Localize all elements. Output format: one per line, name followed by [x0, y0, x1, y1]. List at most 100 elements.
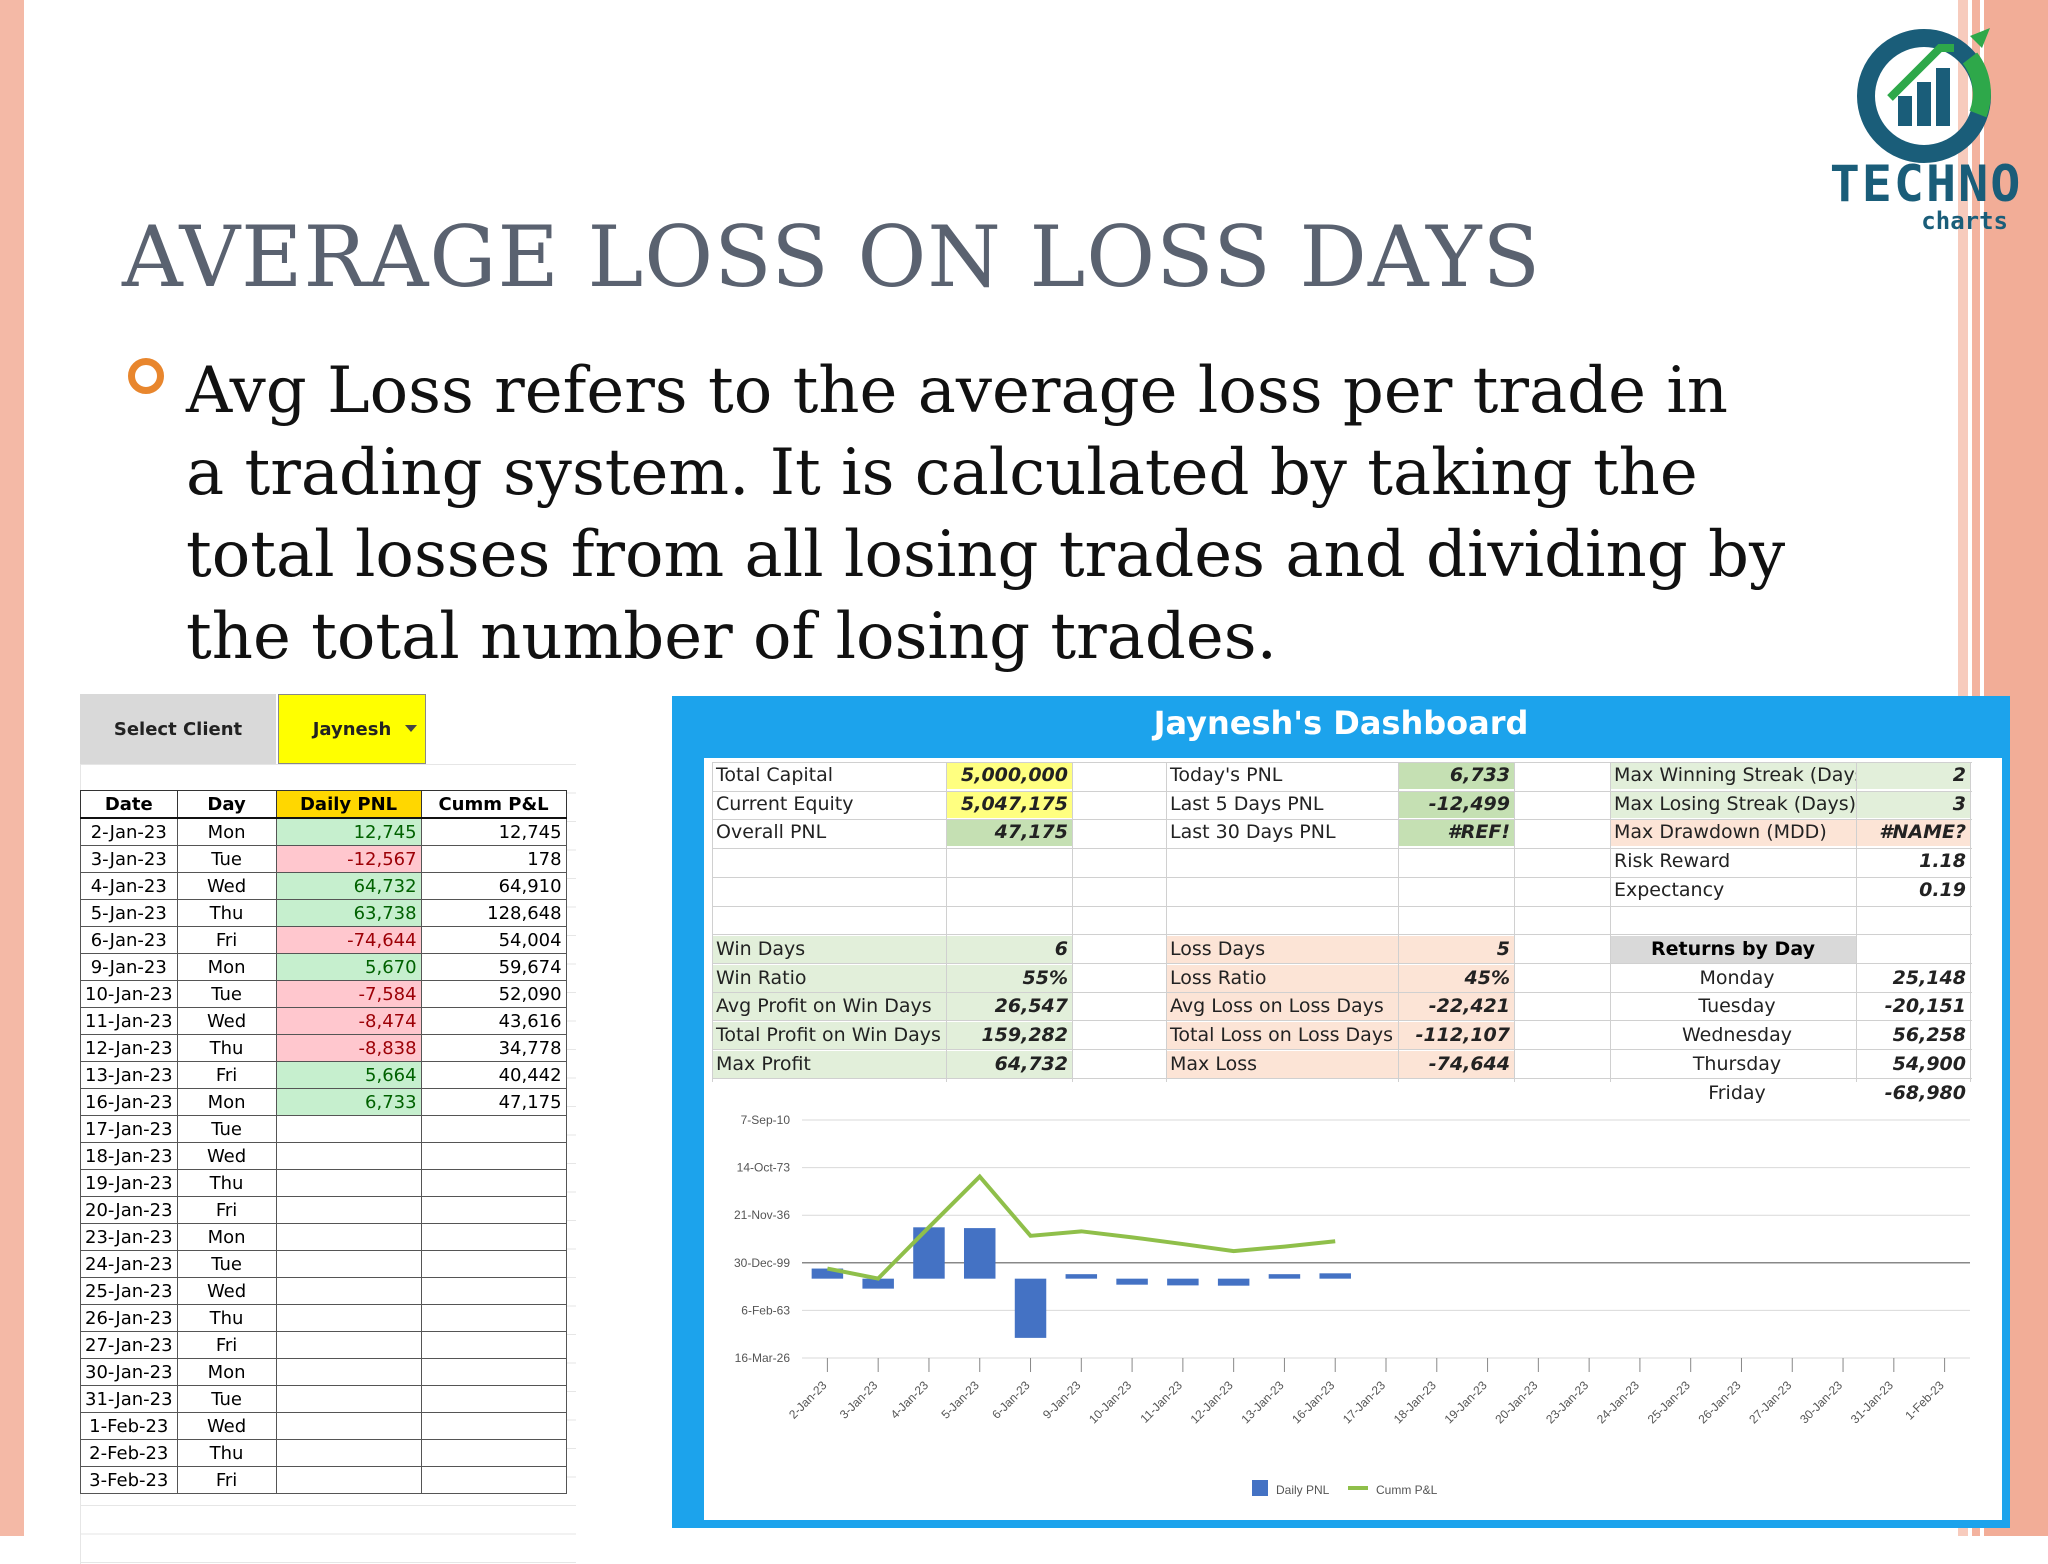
cumm-pnl-cell[interactable]: [420, 1223, 567, 1251]
date-cell[interactable]: 13-Jan-23: [80, 1061, 178, 1089]
day-cell[interactable]: Thu: [176, 1304, 277, 1332]
date-cell[interactable]: 4-Jan-23: [80, 872, 178, 900]
date-cell[interactable]: 3-Jan-23: [80, 845, 178, 873]
day-cell[interactable]: Wed: [176, 1007, 277, 1035]
day-cell[interactable]: Wed: [176, 1142, 277, 1170]
date-cell[interactable]: 6-Jan-23: [80, 926, 178, 954]
daily-pnl-cell[interactable]: [275, 1385, 422, 1413]
date-cell[interactable]: 11-Jan-23: [80, 1007, 178, 1035]
day-cell[interactable]: Tue: [176, 1385, 277, 1413]
daily-pnl-cell[interactable]: [275, 1466, 422, 1494]
daily-pnl-cell[interactable]: [275, 1250, 422, 1278]
day-cell[interactable]: Thu: [176, 899, 277, 927]
cumm-pnl-cell[interactable]: [420, 1142, 567, 1170]
daily-pnl-cell[interactable]: [275, 1223, 422, 1251]
date-cell[interactable]: 12-Jan-23: [80, 1034, 178, 1062]
day-cell[interactable]: Tue: [176, 1250, 277, 1278]
cumm-pnl-cell[interactable]: 12,745: [420, 817, 567, 846]
cumm-pnl-cell[interactable]: 54,004: [420, 926, 567, 954]
day-cell[interactable]: Tue: [176, 1115, 277, 1143]
cumm-pnl-cell[interactable]: [420, 1196, 567, 1224]
date-cell[interactable]: 10-Jan-23: [80, 980, 178, 1008]
daily-pnl-cell[interactable]: 5,670: [275, 953, 422, 981]
date-cell[interactable]: 24-Jan-23: [80, 1250, 178, 1278]
client-dropdown[interactable]: Jaynesh: [278, 694, 426, 764]
cumm-pnl-cell[interactable]: [420, 1358, 567, 1386]
date-cell[interactable]: 26-Jan-23: [80, 1304, 178, 1332]
daily-pnl-cell[interactable]: [275, 1169, 422, 1197]
date-cell[interactable]: 18-Jan-23: [80, 1142, 178, 1170]
daily-pnl-cell[interactable]: [275, 1304, 422, 1332]
daily-pnl-cell[interactable]: 5,664: [275, 1061, 422, 1089]
daily-pnl-cell[interactable]: [275, 1439, 422, 1467]
date-cell[interactable]: 16-Jan-23: [80, 1088, 178, 1116]
cumm-pnl-cell[interactable]: 40,442: [420, 1061, 567, 1089]
cumm-pnl-cell[interactable]: 64,910: [420, 872, 567, 900]
daily-pnl-cell[interactable]: -7,584: [275, 980, 422, 1008]
date-cell[interactable]: 2-Jan-23: [80, 817, 178, 846]
daily-pnl-cell[interactable]: -8,474: [275, 1007, 422, 1035]
date-cell[interactable]: 20-Jan-23: [80, 1196, 178, 1224]
daily-pnl-cell[interactable]: [275, 1358, 422, 1386]
daily-pnl-cell[interactable]: -12,567: [275, 845, 422, 873]
daily-pnl-cell[interactable]: 12,745: [275, 817, 422, 846]
daily-pnl-cell[interactable]: [275, 1142, 422, 1170]
date-cell[interactable]: 19-Jan-23: [80, 1169, 178, 1197]
daily-pnl-cell[interactable]: [275, 1277, 422, 1305]
date-cell[interactable]: 30-Jan-23: [80, 1358, 178, 1386]
date-cell[interactable]: 3-Feb-23: [80, 1466, 178, 1494]
cumm-pnl-cell[interactable]: [420, 1250, 567, 1278]
daily-pnl-cell[interactable]: [275, 1196, 422, 1224]
cumm-pnl-cell[interactable]: 34,778: [420, 1034, 567, 1062]
cumm-pnl-cell[interactable]: 178: [420, 845, 567, 873]
dropdown-arrow-icon[interactable]: [405, 725, 417, 732]
daily-pnl-cell[interactable]: -74,644: [275, 926, 422, 954]
day-cell[interactable]: Mon: [176, 1358, 277, 1386]
day-cell[interactable]: Mon: [176, 817, 277, 846]
day-cell[interactable]: Thu: [176, 1169, 277, 1197]
cumm-pnl-cell[interactable]: [420, 1466, 567, 1494]
cumm-pnl-cell[interactable]: 59,674: [420, 953, 567, 981]
daily-pnl-cell[interactable]: [275, 1331, 422, 1359]
cumm-pnl-cell[interactable]: [420, 1304, 567, 1332]
cumm-pnl-cell[interactable]: [420, 1331, 567, 1359]
daily-pnl-cell[interactable]: -8,838: [275, 1034, 422, 1062]
date-cell[interactable]: 2-Feb-23: [80, 1439, 178, 1467]
day-cell[interactable]: Wed: [176, 1412, 277, 1440]
date-cell[interactable]: 1-Feb-23: [80, 1412, 178, 1440]
daily-pnl-cell[interactable]: 64,732: [275, 872, 422, 900]
date-cell[interactable]: 25-Jan-23: [80, 1277, 178, 1305]
date-cell[interactable]: 31-Jan-23: [80, 1385, 178, 1413]
cumm-pnl-cell[interactable]: [420, 1277, 567, 1305]
cumm-pnl-cell[interactable]: [420, 1169, 567, 1197]
cumm-pnl-cell[interactable]: 43,616: [420, 1007, 567, 1035]
date-cell[interactable]: 9-Jan-23: [80, 953, 178, 981]
day-cell[interactable]: Fri: [176, 926, 277, 954]
day-cell[interactable]: Wed: [176, 872, 277, 900]
cumm-pnl-cell[interactable]: [420, 1439, 567, 1467]
daily-pnl-cell[interactable]: [275, 1412, 422, 1440]
date-cell[interactable]: 17-Jan-23: [80, 1115, 178, 1143]
cumm-pnl-cell[interactable]: 52,090: [420, 980, 567, 1008]
day-cell[interactable]: Mon: [176, 1223, 277, 1251]
date-cell[interactable]: 27-Jan-23: [80, 1331, 178, 1359]
cumm-pnl-cell[interactable]: 47,175: [420, 1088, 567, 1116]
date-cell[interactable]: 23-Jan-23: [80, 1223, 178, 1251]
cumm-pnl-cell[interactable]: [420, 1115, 567, 1143]
day-cell[interactable]: Wed: [176, 1277, 277, 1305]
day-cell[interactable]: Mon: [176, 953, 277, 981]
day-cell[interactable]: Tue: [176, 845, 277, 873]
daily-pnl-cell[interactable]: 63,738: [275, 899, 422, 927]
day-cell[interactable]: Tue: [176, 980, 277, 1008]
date-cell[interactable]: 5-Jan-23: [80, 899, 178, 927]
day-cell[interactable]: Mon: [176, 1088, 277, 1116]
day-cell[interactable]: Fri: [176, 1466, 277, 1494]
cumm-pnl-cell[interactable]: [420, 1412, 567, 1440]
day-cell[interactable]: Fri: [176, 1331, 277, 1359]
daily-pnl-cell[interactable]: 6,733: [275, 1088, 422, 1116]
cumm-pnl-cell[interactable]: 128,648: [420, 899, 567, 927]
day-cell[interactable]: Thu: [176, 1439, 277, 1467]
daily-pnl-cell[interactable]: [275, 1115, 422, 1143]
day-cell[interactable]: Thu: [176, 1034, 277, 1062]
day-cell[interactable]: Fri: [176, 1196, 277, 1224]
